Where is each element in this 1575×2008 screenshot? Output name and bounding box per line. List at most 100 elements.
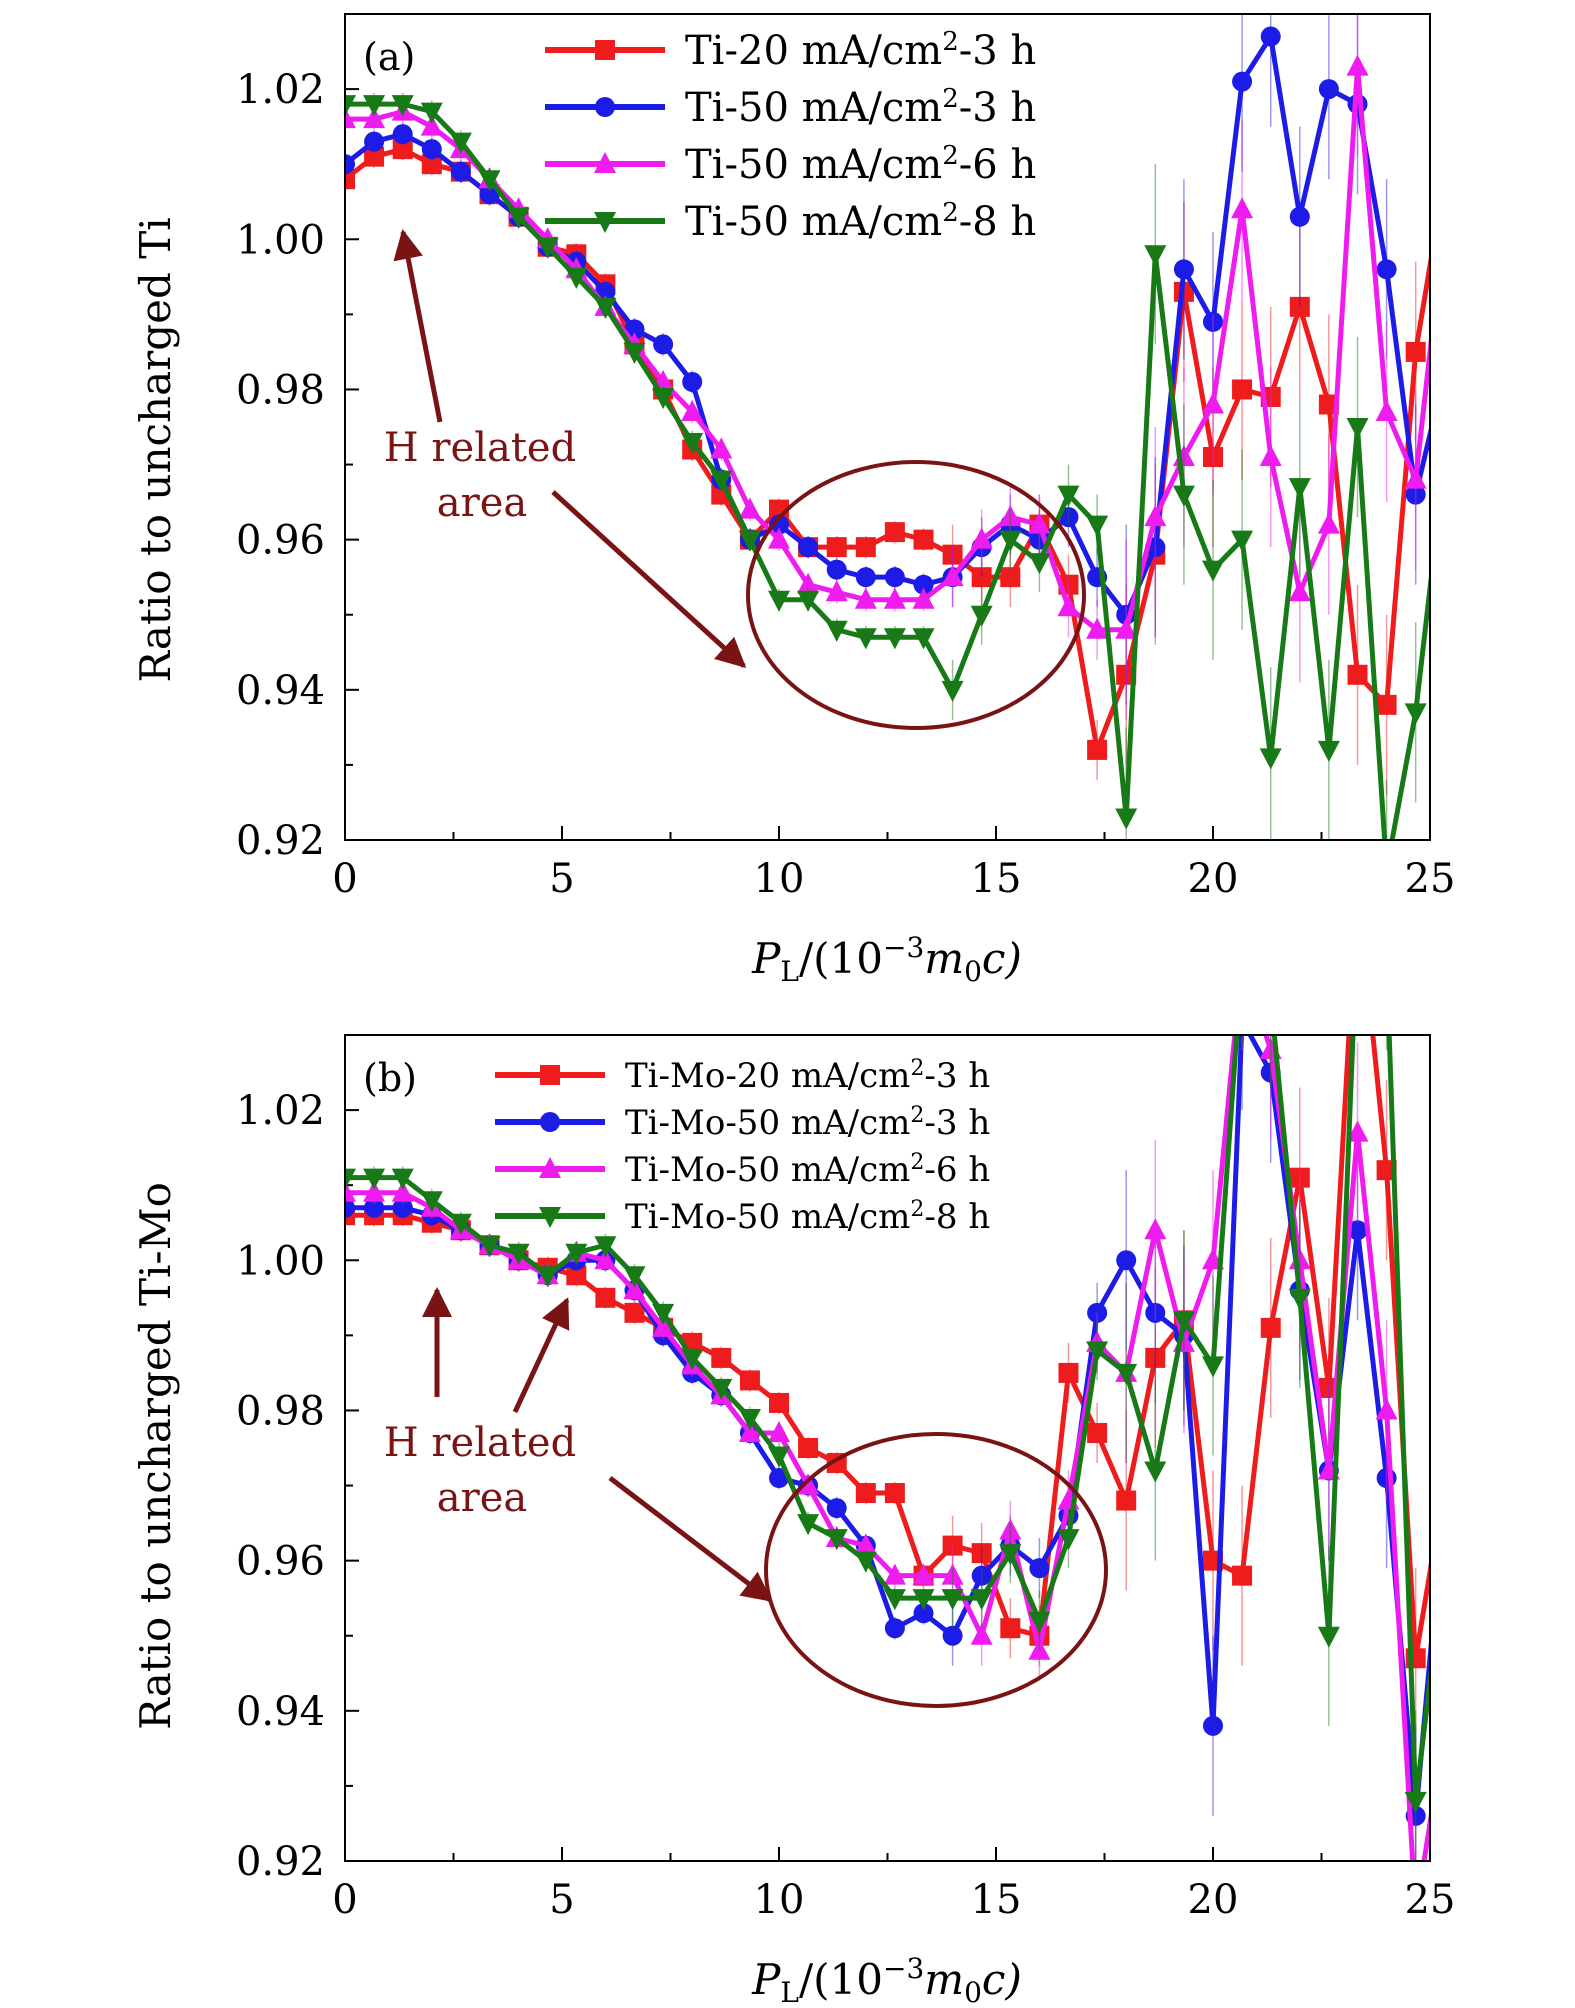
legend-marker [539,1157,561,1178]
y-tick-label: 1.00 [236,1238,325,1284]
data-point [450,161,471,182]
data-point [392,1197,413,1218]
data-point [364,1197,385,1218]
data-point [912,587,935,609]
data-point [345,107,356,129]
data-point [1376,259,1397,280]
data-point [883,628,906,650]
x-tick-label: 15 [971,1877,1022,1923]
x-tick-label: 10 [754,856,805,902]
data-point [1376,694,1397,715]
data-point [913,574,934,595]
data-point [391,95,414,117]
data-point [1376,861,1398,882]
legend-label: Ti-Mo-50 mA/cm2-3 h [625,1103,990,1143]
panel-a-legend: Ti-20 mA/cm2-3 h Ti-50 mA/cm2-3 h Ti-50 mA… [545,27,1036,245]
data-point [1347,1220,1368,1241]
data-point [1231,197,1254,219]
data-point [1404,1791,1427,1813]
data-point [421,154,442,175]
data-point [345,1180,356,1202]
x-tick-label: 20 [1188,1877,1239,1923]
data-point [797,1514,820,1536]
data-point [1028,512,1051,534]
panel-b-ticks: 0 5 10 15 20 25 0.92 0.94 0.96 0.98 1.00 1.02 [236,1088,1456,1923]
data-point [710,1378,733,1400]
panel-b-ylabel: Ratio to uncharged Ti-Mo [131,1182,180,1730]
data-point [1405,341,1426,362]
x-tick-label: 10 [754,1877,805,1923]
x-tick-label: 5 [549,856,574,902]
y-tick-label: 0.98 [236,1388,325,1434]
x-tick-label: 25 [1405,1877,1456,1923]
data-point [594,1236,617,1258]
legend-marker [539,1207,561,1228]
data-point [1434,1476,1454,1496]
data-point [681,399,704,421]
x-tick-label: 20 [1188,856,1239,902]
data-point [798,1438,819,1458]
panel-b-annotation-line2: area [437,1475,528,1521]
data-point [652,1303,675,1325]
data-point [797,572,820,594]
data-point [970,1623,993,1645]
data-point [624,1302,645,1323]
data-point [1346,54,1369,76]
data-point [768,1446,790,1468]
data-point [1172,485,1195,507]
data-point [1087,1422,1108,1443]
panel-b-legend: Ti-Mo-20 mA/cm2-3 h Ti-Mo-50 mA/cm2-3 h Ti… [495,1056,990,1237]
data-point [1346,418,1369,439]
panel-b-frame [344,1034,1431,1862]
data-point [999,530,1022,552]
data-point [826,537,847,558]
legend-marker [594,152,616,173]
data-point [1116,1250,1137,1271]
data-point [1057,1529,1080,1551]
data-point [1289,1167,1310,1188]
panel-b-annotation-line1: H related [384,1420,576,1466]
data-point [1433,212,1455,233]
data-point [999,1518,1022,1540]
data-point [710,470,733,492]
data-point [1203,447,1223,468]
data-point [942,1535,963,1556]
data-point [883,587,906,609]
data-point [1347,664,1368,685]
x-tick-label: 0 [332,1877,357,1923]
data-point [768,527,790,549]
data-point [1376,951,1398,972]
data-point [1288,580,1311,602]
data-point [1433,1552,1455,1573]
data-point [345,154,355,175]
y-tick-label: 0.96 [236,518,325,564]
data-point [825,1529,848,1551]
panel-b-series [345,951,1455,1861]
data-point [1375,1398,1398,1420]
data-point [1086,617,1109,639]
data-point [970,527,993,549]
data-point [363,1168,386,1190]
y-tick-label: 0.92 [236,818,325,864]
data-point [1087,1302,1108,1323]
data-point [738,1420,761,1442]
data-point [1346,1120,1369,1142]
data-point [1231,530,1254,552]
data-point [1202,392,1224,414]
panel-a-arrow-right [551,490,747,669]
data-point [825,580,848,602]
data-point [1375,399,1398,421]
data-point [738,497,761,519]
legend-marker [540,1112,560,1132]
data-point [884,567,905,588]
data-point [478,170,501,192]
data-point [623,1266,646,1288]
data-point [682,371,703,392]
y-tick-label: 0.94 [236,1689,325,1735]
series-line [345,1035,1430,1661]
legend-marker [595,40,615,60]
data-point [1087,739,1108,760]
data-point [565,267,588,289]
data-point [623,1278,646,1300]
data-point [1028,1638,1051,1660]
